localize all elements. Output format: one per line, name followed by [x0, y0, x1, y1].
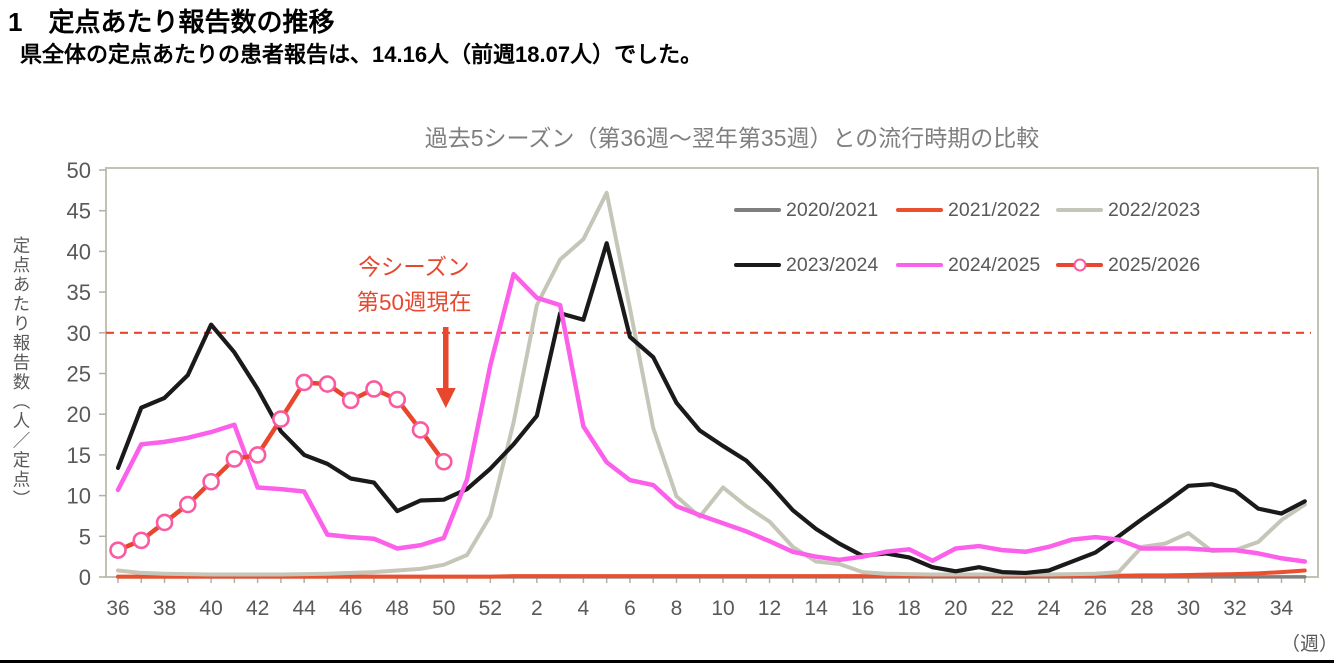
x-tick-label: 4 — [578, 597, 590, 620]
legend-line-sample — [896, 262, 943, 268]
x-tick-label: 30 — [1177, 597, 1200, 620]
legend-label: 2023/2024 — [786, 253, 879, 276]
legend-item-2025-2026: 2025/2026 — [1056, 253, 1214, 276]
marker-week-42 — [248, 446, 267, 464]
x-tick-label: 48 — [386, 597, 409, 620]
x-tick-label: 26 — [1084, 597, 1107, 620]
marker-week-36 — [109, 541, 127, 559]
x-tick-label: 52 — [479, 597, 502, 620]
y-tick-label: 45 — [67, 199, 91, 224]
x-tick-label: 28 — [1130, 597, 1153, 620]
x-tick-label: 22 — [991, 597, 1014, 620]
series-line-2021-2022 — [116, 568, 1307, 579]
y-tick-label: 35 — [67, 280, 91, 305]
x-tick-label: 42 — [246, 597, 269, 620]
marker-week-45 — [318, 375, 337, 393]
marker-week-50 — [434, 452, 453, 471]
marker-week-41 — [225, 450, 244, 468]
legend-label: 2024/2025 — [948, 253, 1041, 276]
summary-text: 県全体の定点あたりの患者報告は、14.16人（前週18.07人）でした。 — [20, 42, 703, 67]
legend-line-circle-sample — [1056, 258, 1103, 272]
annotation-arrow — [435, 327, 456, 408]
x-tick-label: 12 — [758, 597, 781, 620]
legend-item-2022-2023: 2022/2023 — [1056, 198, 1214, 221]
y-tick-label: 25 — [67, 362, 91, 387]
marker-week-43 — [272, 410, 290, 428]
series-line-2024-2025 — [115, 271, 1308, 564]
y-tick-label: 10 — [67, 484, 91, 509]
marker-week-49 — [411, 421, 430, 439]
legend-line-sample — [734, 262, 781, 268]
y-tick-label: 50 — [67, 158, 91, 183]
page-bottom-rule — [0, 660, 1334, 663]
legend-label: 2022/2023 — [1108, 198, 1201, 221]
series-line-2022-2023 — [116, 190, 1307, 577]
x-tick-label: 24 — [1037, 597, 1061, 620]
x-tick-label: 34 — [1270, 597, 1294, 620]
x-axis: 36 38 40 42 44 46 48 50 52 2 4 6 8 10 12 14 16 18 20 22 24 26… — [106, 577, 1306, 620]
legend-line-sample — [896, 207, 943, 213]
legend-label: 2020/2021 — [786, 198, 879, 221]
marker-week-46 — [341, 391, 360, 410]
x-tick-label: 50 — [432, 597, 455, 620]
legend-label: 2021/2022 — [948, 198, 1041, 221]
x-tick-label: 36 — [106, 597, 129, 620]
marker-week-44 — [295, 373, 313, 392]
x-tick-label: 18 — [898, 597, 921, 620]
y-tick-label: 5 — [79, 524, 91, 549]
legend-label: 2025/2026 — [1108, 253, 1201, 276]
y-axis-title: 定点あたり報告数（人／定点） — [11, 236, 31, 509]
series-line-2023-2024 — [115, 241, 1307, 576]
legend-line-sample — [734, 207, 781, 213]
legend-line-sample — [1056, 207, 1103, 213]
x-tick-label: 46 — [339, 597, 362, 620]
legend-item-2021-2022: 2021/2022 — [896, 198, 1056, 221]
y-tick-label: 40 — [67, 239, 91, 264]
x-tick-label: 16 — [851, 597, 874, 620]
x-tick-label: 20 — [944, 597, 967, 620]
y-tick-label: 30 — [67, 321, 91, 346]
marker-week-47 — [365, 380, 383, 398]
marker-week-39 — [179, 495, 197, 514]
current-season-annotation: 今シーズン 第50週現在 — [332, 250, 496, 320]
x-tick-label: 2 — [531, 597, 543, 620]
x-tick-label: 6 — [624, 597, 636, 620]
x-tick-label: 40 — [199, 597, 222, 620]
legend: 2020/2021 2021/2022 2022/2023 2023/2024 … — [734, 198, 1214, 276]
legend-item-2024-2025: 2024/2025 — [896, 253, 1056, 276]
legend-marker-circle — [1073, 258, 1086, 272]
x-tick-label: 32 — [1223, 597, 1246, 620]
marker-week-38 — [155, 513, 174, 532]
x-tick-label: 44 — [292, 597, 316, 620]
x-tick-label: 10 — [711, 597, 734, 620]
legend-item-2020-2021: 2020/2021 — [734, 198, 896, 221]
marker-week-48 — [388, 390, 407, 409]
marker-week-40 — [202, 472, 220, 491]
x-axis-unit-label: （週） — [1281, 634, 1334, 655]
annotation-line-2: 第50週現在 — [356, 290, 472, 315]
chart-title: 過去5シーズン（第36週～翌年第35週）との流行時期の比較 — [424, 125, 1040, 151]
y-tick-label: 0 — [79, 565, 91, 590]
x-tick-label: 8 — [671, 597, 683, 620]
x-tick-label: 38 — [153, 597, 176, 620]
marker-week-37 — [132, 531, 151, 550]
y-tick-label: 15 — [67, 443, 91, 468]
y-tick-label: 20 — [67, 402, 91, 427]
legend-item-2023-2024: 2023/2024 — [734, 253, 896, 276]
annotation-line-1: 今シーズン — [358, 255, 470, 280]
page-title: 1 定点あたり報告数の推移 — [8, 7, 335, 37]
y-axis: 0 5 10 15 20 25 30 35 40 45 50 — [67, 158, 106, 590]
x-tick-label: 14 — [804, 597, 828, 620]
